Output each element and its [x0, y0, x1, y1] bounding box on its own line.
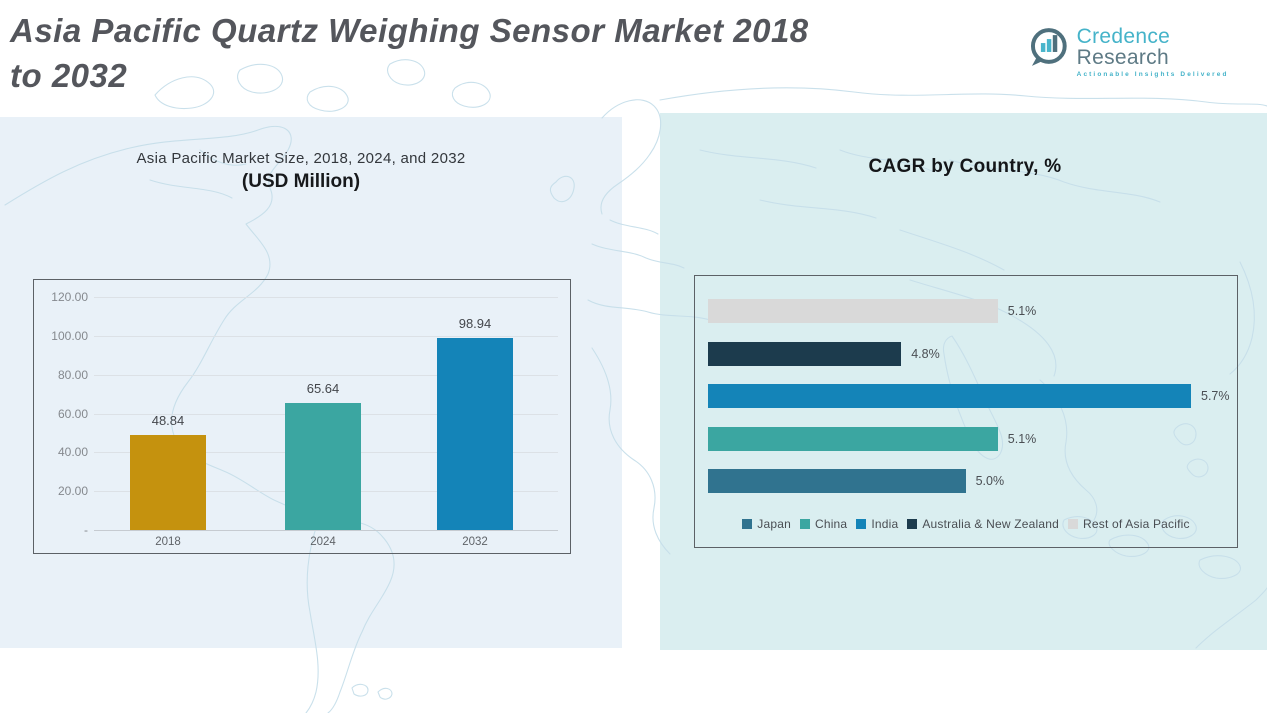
bar-australia-new-zealand	[708, 341, 902, 366]
y-axis-tick-label: 100.00	[51, 328, 88, 343]
bar-india	[708, 384, 1191, 408]
legend-label: Japan	[757, 517, 791, 531]
logo-brand: Credence Research	[1077, 26, 1267, 68]
gridline	[94, 335, 558, 337]
market-size-chart-subtitle: (USD Million)	[241, 171, 361, 192]
legend-label: China	[814, 517, 848, 531]
legend-item: Rest of Asia Pacific	[1068, 517, 1190, 531]
bar-value-label: 4.8%	[911, 346, 940, 361]
page-title-line-2: to 2032	[10, 57, 128, 94]
y-axis-tick-label: 20.00	[57, 484, 88, 499]
legend: Japan China India Australia & New Zealand Re…	[695, 517, 1237, 531]
legend-label: Australia & New Zealand	[922, 517, 1060, 531]
bar-rest-of-asia-pacific	[708, 299, 998, 323]
bar-value-label: 98.94	[458, 315, 492, 331]
logo-brand-secondary: Research	[1076, 46, 1169, 69]
legend-swatch	[1068, 519, 1079, 529]
bar-value-label: 65.64	[306, 380, 340, 396]
legend-item: China	[799, 517, 848, 531]
x-axis-category-label: 2024	[310, 536, 336, 548]
legend-label: India	[871, 517, 899, 531]
bar-value-label: 5.1%	[1007, 431, 1037, 446]
bar-china	[708, 426, 998, 451]
market-size-chart-title: Asia Pacific Market Size, 2018, 2024, an…	[136, 150, 466, 167]
bar-value-label: 5.1%	[1007, 304, 1037, 318]
y-axis-tick-label: -	[84, 523, 88, 537]
gridline	[94, 297, 558, 298]
legend-swatch	[742, 519, 753, 529]
legend-swatch	[856, 519, 867, 529]
legend-item: India	[856, 517, 898, 531]
cagr-chart-title-block: CAGR by Country, %	[694, 156, 1236, 178]
bar-value-label: 48.84	[151, 413, 185, 429]
bar-japan	[708, 469, 966, 493]
logo-bar-chart-icon	[1030, 28, 1067, 66]
logo-text: Credence Research Actionable Insights De…	[1077, 26, 1267, 79]
logo-brand-primary: Credence	[1076, 25, 1171, 48]
bar-value-label: 5.7%	[1201, 389, 1230, 403]
market-size-chart-title-block: Asia Pacific Market Size, 2018, 2024, an…	[33, 150, 569, 193]
y-axis-tick-label: 80.00	[57, 367, 88, 382]
legend-swatch	[907, 519, 918, 529]
market-size-bar-chart: 120.00 100.00 80.00 60.00 40.00 20.00 - 48.84 20…	[33, 279, 571, 554]
bar-2032	[437, 337, 513, 530]
y-axis-tick-label: 40.00	[57, 445, 88, 460]
legend-item: Japan	[742, 517, 791, 531]
legend-item: Australia & New Zealand	[907, 517, 1059, 531]
bar-2018	[130, 435, 206, 530]
legend-label: Rest of Asia Pacific	[1083, 517, 1190, 531]
bar-2024	[285, 402, 361, 530]
x-axis-category-label: 2018	[155, 536, 181, 548]
logo-tagline: Actionable Insights Delivered	[1076, 71, 1229, 78]
page-title: Asia Pacific Quartz Weighing Sensor Mark…	[10, 8, 1025, 98]
gridline	[94, 374, 558, 376]
page-title-line-1: Asia Pacific Quartz Weighing Sensor Mark…	[10, 12, 809, 49]
x-axis-line	[94, 530, 558, 531]
legend-swatch	[799, 519, 810, 529]
y-axis-tick-label: 120.00	[51, 290, 88, 304]
x-axis-category-label: 2032	[462, 536, 488, 548]
credence-research-logo: Credence Research Actionable Insights De…	[1028, 26, 1267, 79]
cagr-chart-title: CAGR by Country, %	[868, 156, 1062, 177]
cagr-horizontal-bar-chart: 5.1% 4.8% 5.7% 5.1% 5.0% Japan China India Austr…	[694, 275, 1238, 548]
y-axis-tick-label: 60.00	[57, 406, 88, 421]
bar-value-label: 5.0%	[975, 474, 1005, 488]
